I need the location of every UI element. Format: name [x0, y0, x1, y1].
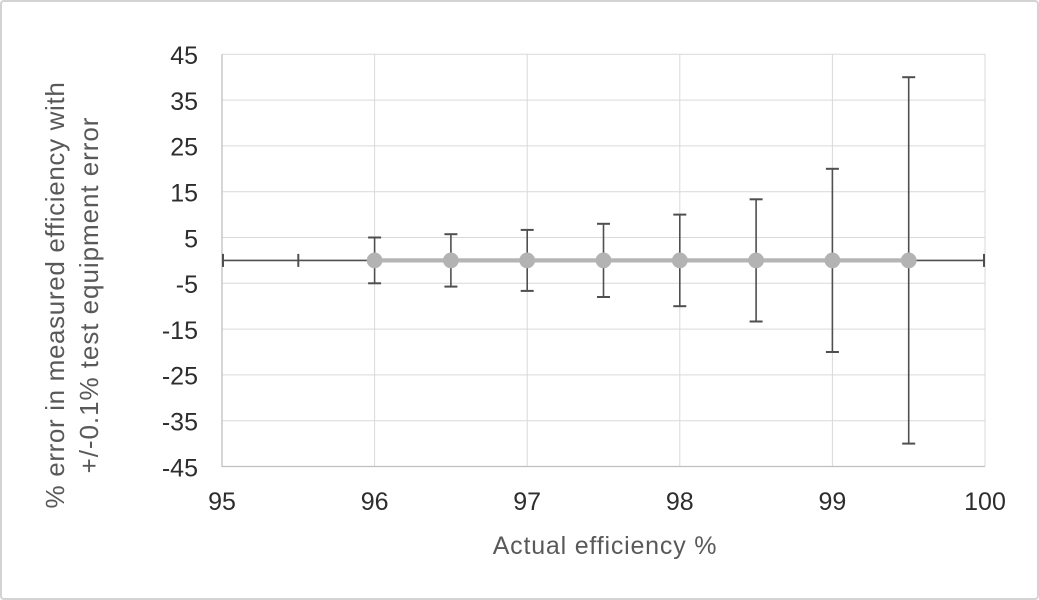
- svg-text:97: 97: [513, 488, 541, 516]
- svg-text:-25: -25: [162, 363, 198, 391]
- svg-text:-5: -5: [176, 271, 198, 299]
- svg-text:100: 100: [964, 488, 1006, 516]
- svg-text:% error in measured efficiency: % error in measured efficiency with: [40, 82, 70, 509]
- svg-text:98: 98: [666, 488, 694, 516]
- svg-text:5: 5: [184, 225, 198, 253]
- svg-text:96: 96: [361, 488, 389, 516]
- svg-text:-45: -45: [162, 454, 198, 482]
- svg-text:95: 95: [208, 488, 236, 516]
- svg-text:99: 99: [818, 488, 846, 516]
- svg-text:45: 45: [170, 42, 198, 70]
- svg-text:25: 25: [170, 134, 198, 162]
- svg-text:Actual efficiency %: Actual efficiency %: [493, 532, 718, 560]
- svg-text:-35: -35: [162, 409, 198, 437]
- svg-text:15: 15: [170, 180, 198, 208]
- svg-text:+/-0.1% test equipment error: +/-0.1% test equipment error: [74, 117, 104, 474]
- svg-text:35: 35: [170, 88, 198, 116]
- svg-text:-15: -15: [162, 317, 198, 345]
